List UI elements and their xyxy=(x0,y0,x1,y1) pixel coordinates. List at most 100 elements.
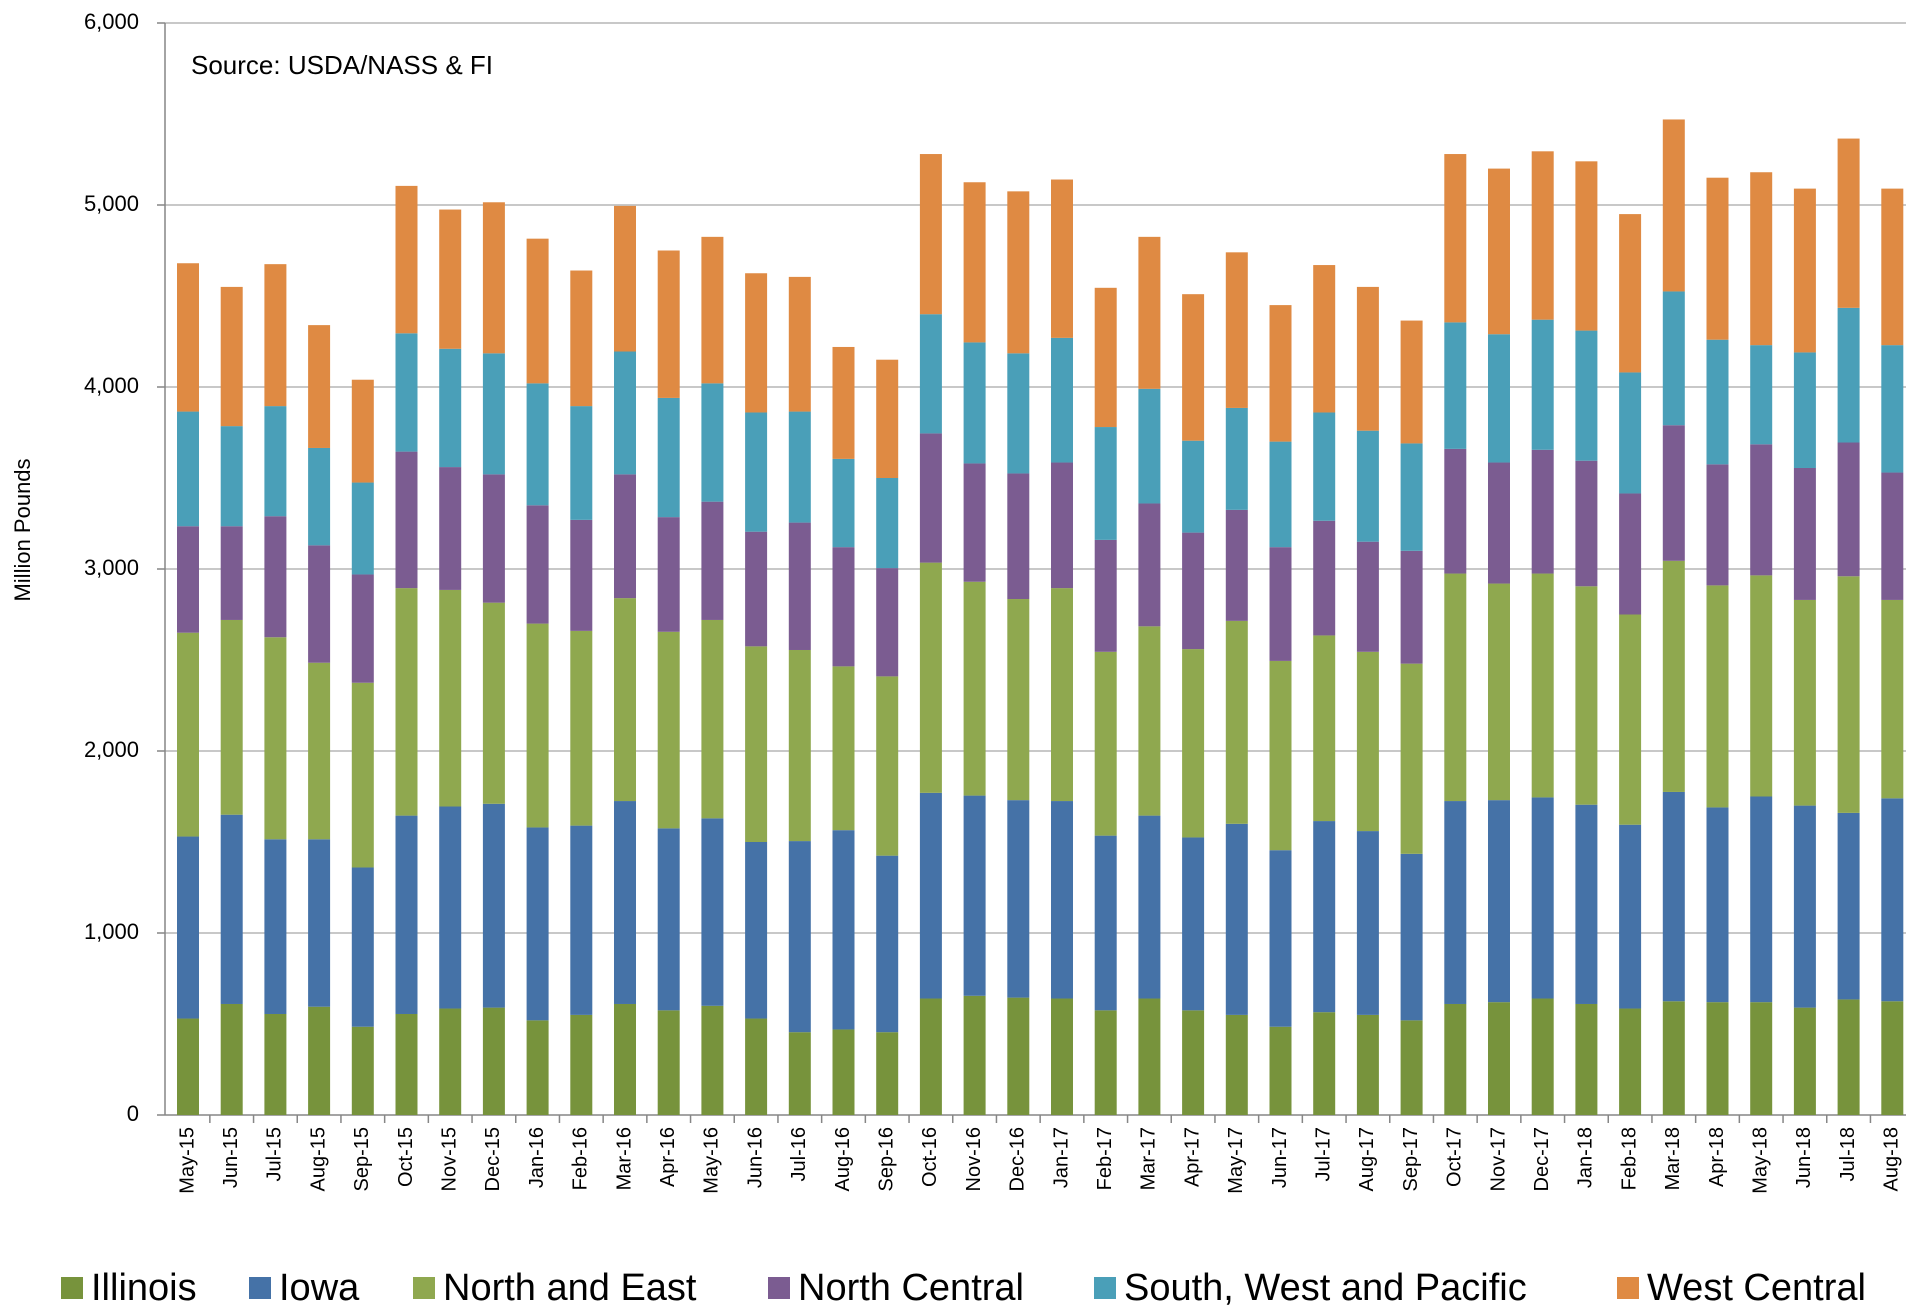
bar-segment xyxy=(1619,493,1642,615)
bar-segment xyxy=(788,841,811,1033)
bar-segment xyxy=(1007,599,1030,801)
x-tick-label: Nov-16 xyxy=(963,1127,985,1191)
bar-segment xyxy=(570,1014,593,1115)
bar-segment xyxy=(439,348,462,468)
bar-segment xyxy=(614,205,636,352)
bar-segment xyxy=(1881,472,1904,600)
x-tick-label: Aug-15 xyxy=(307,1127,329,1192)
bar-segment xyxy=(1662,119,1685,292)
bar-segment xyxy=(919,792,942,999)
bar-segment xyxy=(1313,412,1336,521)
bar-segment xyxy=(1313,635,1336,822)
bar-segment xyxy=(570,825,593,1015)
bar-segment xyxy=(439,589,462,807)
bar-segment xyxy=(1356,651,1379,832)
x-tick-label: Oct-15 xyxy=(395,1127,417,1187)
bar-segment xyxy=(1619,614,1642,825)
bar-segment xyxy=(1881,188,1904,346)
bar-segment xyxy=(526,383,549,506)
bar-segment xyxy=(264,1013,287,1115)
bar-segment xyxy=(1225,252,1248,408)
bar-segment xyxy=(1182,440,1205,533)
bar-segment xyxy=(1488,800,1510,1003)
bar-segment xyxy=(1575,586,1598,805)
bar-segment xyxy=(1750,796,1773,1003)
bar-segment xyxy=(395,451,418,589)
bar-segment xyxy=(701,619,724,819)
bar-segment xyxy=(657,631,680,829)
bar-segment xyxy=(177,836,199,1019)
x-tick-label: Sep-15 xyxy=(351,1127,373,1192)
bar-segment xyxy=(482,1007,505,1115)
bar-segment xyxy=(439,209,462,349)
bar-segment xyxy=(1094,539,1117,652)
bar-segment xyxy=(1662,425,1685,561)
y-tick-label: 2,000 xyxy=(84,737,139,762)
bar-segment xyxy=(1881,599,1904,799)
bar-segment xyxy=(919,998,942,1115)
bar-segment xyxy=(1051,462,1073,589)
bar-segment xyxy=(482,602,505,804)
bar-segment xyxy=(220,619,243,815)
bar-segment xyxy=(745,412,768,532)
bar-segment xyxy=(264,406,287,517)
bar-segment xyxy=(1488,1002,1510,1115)
x-tick-label: Jul-18 xyxy=(1837,1127,1859,1181)
bar-segment xyxy=(1094,1010,1117,1115)
bar-segment xyxy=(1356,430,1379,542)
bar-segment xyxy=(1225,509,1248,621)
bar-segment xyxy=(919,314,942,434)
bar-segment xyxy=(1837,307,1860,443)
bar-segment xyxy=(1619,214,1642,373)
bar-segment xyxy=(177,526,199,633)
bar-segment xyxy=(439,806,462,1009)
bar-segment xyxy=(1793,467,1816,600)
bar-segment xyxy=(745,646,768,842)
bar-segment xyxy=(1269,547,1292,661)
bar-segment xyxy=(1051,337,1073,463)
x-tick-label: Feb-18 xyxy=(1618,1127,1640,1190)
bar-segment xyxy=(832,830,855,1030)
bar-segment xyxy=(919,433,942,563)
legend-swatch xyxy=(413,1277,435,1299)
bar-segment xyxy=(701,818,724,1006)
bar-segment xyxy=(1400,550,1423,664)
bar-segment xyxy=(220,426,243,527)
bar-segment xyxy=(1356,1014,1379,1115)
x-tick-label: May-17 xyxy=(1225,1127,1247,1194)
bar-segment xyxy=(1094,651,1117,836)
x-tick-label: Jun-15 xyxy=(220,1127,242,1188)
bar-segment xyxy=(1138,998,1161,1115)
bar-segment xyxy=(1225,1014,1248,1115)
bar-segment xyxy=(1007,191,1030,354)
bar-segment xyxy=(657,397,680,518)
bar-segment xyxy=(1575,330,1598,461)
x-tick-label: Jan-18 xyxy=(1575,1127,1597,1188)
bar-segment xyxy=(1356,286,1379,431)
x-tick-label: Jul-17 xyxy=(1312,1127,1334,1181)
bar-segment xyxy=(1225,823,1248,1015)
bar-segment xyxy=(745,1018,768,1115)
bar-segment xyxy=(1007,800,1030,998)
bar-segment xyxy=(1750,444,1773,576)
bar-segment xyxy=(963,463,986,582)
bar-segment xyxy=(177,411,199,527)
bar-segment xyxy=(1837,576,1860,813)
bar-segment xyxy=(1619,824,1642,1009)
x-tick-label: Sep-17 xyxy=(1400,1127,1422,1192)
x-tick-label: May-16 xyxy=(701,1127,723,1194)
bar-segment xyxy=(570,630,593,826)
bar-segment xyxy=(1094,287,1117,428)
bar-segment xyxy=(1662,291,1685,426)
bar-segment xyxy=(1225,620,1248,824)
bar-segment xyxy=(1619,372,1642,494)
x-tick-label: Aug-16 xyxy=(832,1127,854,1192)
bar-segment xyxy=(351,379,374,483)
annotation: Source: USDA/NASS & FI xyxy=(191,50,493,80)
bar-segment xyxy=(482,474,505,603)
bar-segment xyxy=(963,995,986,1115)
bar-segment xyxy=(1400,1020,1423,1115)
bar-segment xyxy=(1531,797,1554,999)
bar-segment xyxy=(1837,138,1860,308)
bar-segment xyxy=(657,1010,680,1115)
